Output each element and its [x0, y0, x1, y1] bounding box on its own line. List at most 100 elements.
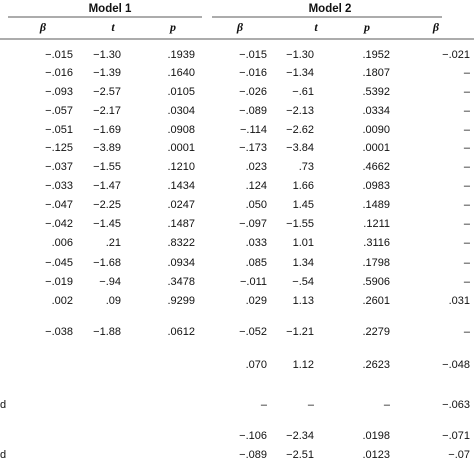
cell: −.07 [448, 449, 470, 461]
cell: −.057 [45, 105, 73, 117]
cell: .033 [246, 237, 267, 249]
cell: .1952 [362, 49, 390, 61]
cell: – [464, 180, 471, 192]
cell: −.173 [239, 142, 267, 154]
cell: 1.13 [293, 295, 314, 307]
cell: – [464, 86, 471, 98]
cell: – [261, 399, 268, 411]
cell: −1.55 [286, 218, 314, 230]
cell: −.097 [239, 218, 267, 230]
cell: .9299 [167, 295, 195, 307]
cell: −.037 [45, 161, 73, 173]
cell: −3.89 [93, 142, 121, 154]
cell: .0105 [167, 86, 195, 98]
cell: −1.34 [286, 67, 314, 79]
cell: −.021 [442, 49, 470, 61]
cell: – [464, 199, 471, 211]
row-label: d [0, 449, 6, 461]
cell: −1.39 [93, 67, 121, 79]
cell: −1.45 [93, 218, 121, 230]
cell: 1.45 [293, 199, 314, 211]
cell: .09 [106, 295, 121, 307]
column-header: β [432, 20, 440, 34]
cell: .006 [52, 237, 73, 249]
cell: .1434 [167, 180, 195, 192]
cell: −1.68 [93, 257, 121, 269]
cell: −.019 [45, 276, 73, 288]
column-header: β [39, 20, 47, 34]
cell: – [384, 399, 391, 411]
cell: .0304 [167, 105, 195, 117]
cell: .1798 [362, 257, 390, 269]
cell: −2.13 [286, 105, 314, 117]
cell: −.071 [442, 430, 470, 442]
cell: .2623 [362, 359, 390, 371]
group-header: Model 1 [89, 3, 132, 15]
cell: .0198 [362, 430, 390, 442]
cell: −2.51 [286, 449, 314, 461]
cell: .0001 [167, 142, 195, 154]
cell: −.093 [45, 86, 73, 98]
cell: 1.66 [293, 180, 314, 192]
cell: – [464, 105, 471, 117]
cell: 1.34 [293, 257, 314, 269]
cell: .0247 [167, 199, 195, 211]
cell: .0090 [362, 124, 390, 136]
cell: – [464, 142, 471, 154]
cell: 1.12 [293, 359, 314, 371]
cell: .73 [299, 161, 314, 173]
cell: .2279 [362, 326, 390, 338]
cell: .21 [106, 237, 121, 249]
cell: −.063 [442, 399, 470, 411]
cell: – [464, 237, 471, 249]
cell: .1210 [167, 161, 195, 173]
cell: .0123 [362, 449, 390, 461]
column-header: p [363, 20, 370, 34]
cell: −2.57 [93, 86, 121, 98]
cell: −.051 [45, 124, 73, 136]
cell: −.048 [442, 359, 470, 371]
cell: −1.69 [93, 124, 121, 136]
cell: .070 [246, 359, 267, 371]
cell: .5392 [362, 86, 390, 98]
cell: .029 [246, 295, 267, 307]
cell: .3478 [167, 276, 195, 288]
cell: −.106 [239, 430, 267, 442]
cell: .1807 [362, 67, 390, 79]
cell: .0334 [362, 105, 390, 117]
cell: .0983 [362, 180, 390, 192]
cell: −2.25 [93, 199, 121, 211]
cell: −.047 [45, 199, 73, 211]
cell: −.038 [45, 326, 73, 338]
cell: −.042 [45, 218, 73, 230]
cell: – [464, 67, 471, 79]
cell: −.016 [239, 67, 267, 79]
row-label: d [0, 399, 6, 411]
cell: −.052 [239, 326, 267, 338]
cell: −2.17 [93, 105, 121, 117]
cell: −.54 [292, 276, 314, 288]
cell: −.015 [239, 49, 267, 61]
cell: .0612 [167, 326, 195, 338]
cell: – [464, 276, 471, 288]
cell: .1939 [167, 49, 195, 61]
group-header: Model 2 [309, 3, 352, 15]
cell: −1.88 [93, 326, 121, 338]
cell: – [464, 218, 471, 230]
cell: – [464, 257, 471, 269]
cell: −.015 [45, 49, 73, 61]
cell: .1489 [362, 199, 390, 211]
cell: .023 [246, 161, 267, 173]
cell: .1211 [363, 218, 390, 230]
cell: −.125 [45, 142, 73, 154]
cell: .050 [246, 199, 267, 211]
cell: .002 [52, 295, 73, 307]
cell: 1.01 [293, 237, 314, 249]
column-header: t [314, 20, 318, 34]
cell: .3116 [363, 237, 390, 249]
cell: – [308, 399, 315, 411]
cell: −1.30 [286, 49, 314, 61]
cell: .2601 [362, 295, 390, 307]
cell: −.61 [292, 86, 314, 98]
